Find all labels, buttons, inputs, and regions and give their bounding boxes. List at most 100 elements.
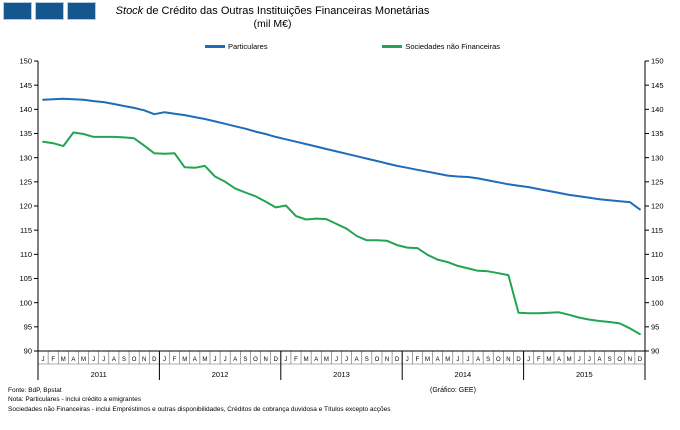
- month-tick-label: A: [193, 357, 197, 363]
- logo-square-icon: [67, 2, 96, 20]
- series-line-sociedades: [42, 131, 641, 336]
- credit-note: (Gráfico: GEE): [430, 387, 476, 394]
- green-line-swatch-icon: [382, 45, 403, 48]
- month-tick-label: M: [202, 357, 207, 363]
- y-axis-label-left: 125: [19, 177, 32, 186]
- month-tick-label: J: [527, 357, 530, 363]
- month-tick-label: O: [496, 357, 501, 363]
- month-tick-label: O: [375, 357, 380, 363]
- logo: [3, 2, 96, 20]
- month-tick-label: A: [112, 357, 116, 363]
- blue-line-swatch-icon: [205, 45, 225, 48]
- month-tick-label: J: [578, 357, 581, 363]
- page-title-italic-part: Stock: [115, 5, 144, 17]
- month-tick-label: M: [546, 357, 551, 363]
- month-tick-label: M: [81, 357, 86, 363]
- y-axis-label-right: 115: [651, 226, 663, 235]
- year-label: 2013: [333, 370, 350, 379]
- month-tick-label: O: [132, 357, 137, 363]
- month-tick-label: D: [516, 357, 521, 363]
- year-label: 2012: [212, 370, 229, 379]
- month-tick-label: F: [173, 357, 177, 363]
- y-axis-label-left: 135: [19, 129, 32, 138]
- month-tick-label: J: [588, 357, 591, 363]
- page-title: Stock de Crédito das Outras Instituições…: [0, 5, 545, 18]
- month-tick-label: N: [142, 357, 146, 363]
- logo-square-icon: [3, 2, 32, 20]
- month-tick-label: D: [274, 357, 279, 363]
- y-axis-label-left: 95: [24, 322, 32, 331]
- month-tick-label: J: [284, 357, 287, 363]
- y-axis-label-left: 150: [19, 57, 32, 66]
- y-axis-label-right: 90: [651, 347, 659, 356]
- month-tick-label: M: [182, 357, 187, 363]
- y-axis-label-right: 105: [651, 274, 664, 283]
- note-sociedades: Sociedades não Financeiras - inclui Empr…: [8, 405, 391, 413]
- logo-square-icon: [35, 2, 64, 20]
- month-tick-label: S: [608, 357, 612, 363]
- month-tick-label: A: [233, 357, 237, 363]
- month-tick-label: S: [243, 357, 247, 363]
- y-axis-label-right: 100: [651, 298, 664, 307]
- footnotes: Fonte: BdP, Bpstat Nota: Particulares - …: [8, 386, 391, 414]
- month-tick-label: J: [92, 357, 95, 363]
- month-tick-label: M: [445, 357, 450, 363]
- month-tick-label: D: [638, 357, 643, 363]
- month-tick-label: J: [335, 357, 338, 363]
- month-tick-label: F: [51, 357, 55, 363]
- month-tick-label: J: [163, 357, 166, 363]
- y-axis-label-right: 95: [651, 322, 659, 331]
- year-label: 2014: [455, 370, 472, 379]
- legend-item-sociedades: Sociedades não Financeiras: [382, 42, 500, 51]
- y-axis-label-left: 90: [24, 347, 32, 356]
- month-tick-label: M: [324, 357, 329, 363]
- y-axis-label-right: 135: [651, 129, 664, 138]
- month-tick-label: N: [385, 357, 389, 363]
- month-tick-label: M: [61, 357, 66, 363]
- month-tick-label: N: [506, 357, 510, 363]
- month-tick-label: D: [395, 357, 400, 363]
- month-tick-label: J: [224, 357, 227, 363]
- month-tick-label: A: [314, 357, 318, 363]
- y-axis-label-right: 120: [651, 202, 664, 211]
- month-tick-label: D: [152, 357, 157, 363]
- y-axis-label-left: 140: [19, 105, 32, 114]
- month-tick-label: S: [122, 357, 126, 363]
- year-label: 2011: [91, 370, 107, 379]
- note-particulares: Nota: Particulares - inclui crédito a em…: [8, 396, 141, 404]
- month-tick-label: A: [557, 357, 561, 363]
- series-line-particulares: [42, 97, 641, 211]
- legend-label-particulares: Particulares: [228, 42, 268, 51]
- page-title-rest: de Crédito das Outras Instituições Finan…: [143, 5, 430, 17]
- month-tick-label: F: [416, 357, 420, 363]
- month-tick-label: A: [436, 357, 440, 363]
- month-tick-label: M: [425, 357, 430, 363]
- month-tick-label: M: [567, 357, 572, 363]
- month-tick-label: J: [456, 357, 459, 363]
- y-axis-label-left: 120: [19, 202, 32, 211]
- month-tick-label: M: [304, 357, 309, 363]
- month-tick-label: A: [597, 357, 601, 363]
- source-note: Fonte: BdP, Bpstat: [8, 387, 62, 394]
- month-tick-label: J: [214, 357, 217, 363]
- month-tick-label: J: [102, 357, 105, 363]
- month-tick-label: S: [365, 357, 369, 363]
- y-axis-label-left: 110: [20, 250, 32, 259]
- y-axis-label-left: 130: [19, 153, 32, 162]
- y-axis-label-right: 130: [651, 153, 664, 162]
- chart-subtitle: (mil M€): [253, 18, 292, 30]
- month-tick-label: N: [628, 357, 632, 363]
- month-tick-label: O: [253, 357, 258, 363]
- month-tick-label: A: [71, 357, 75, 363]
- y-axis-label-right: 140: [651, 105, 664, 114]
- month-tick-label: A: [355, 357, 359, 363]
- month-tick-label: F: [294, 357, 298, 363]
- y-axis-label-left: 115: [20, 226, 32, 235]
- legend: Particulares Sociedades não Financeiras: [205, 42, 500, 51]
- month-tick-label: J: [406, 357, 409, 363]
- year-label: 2015: [576, 370, 593, 379]
- month-tick-label: J: [345, 357, 348, 363]
- y-axis-label-right: 125: [651, 177, 664, 186]
- month-tick-label: N: [263, 357, 267, 363]
